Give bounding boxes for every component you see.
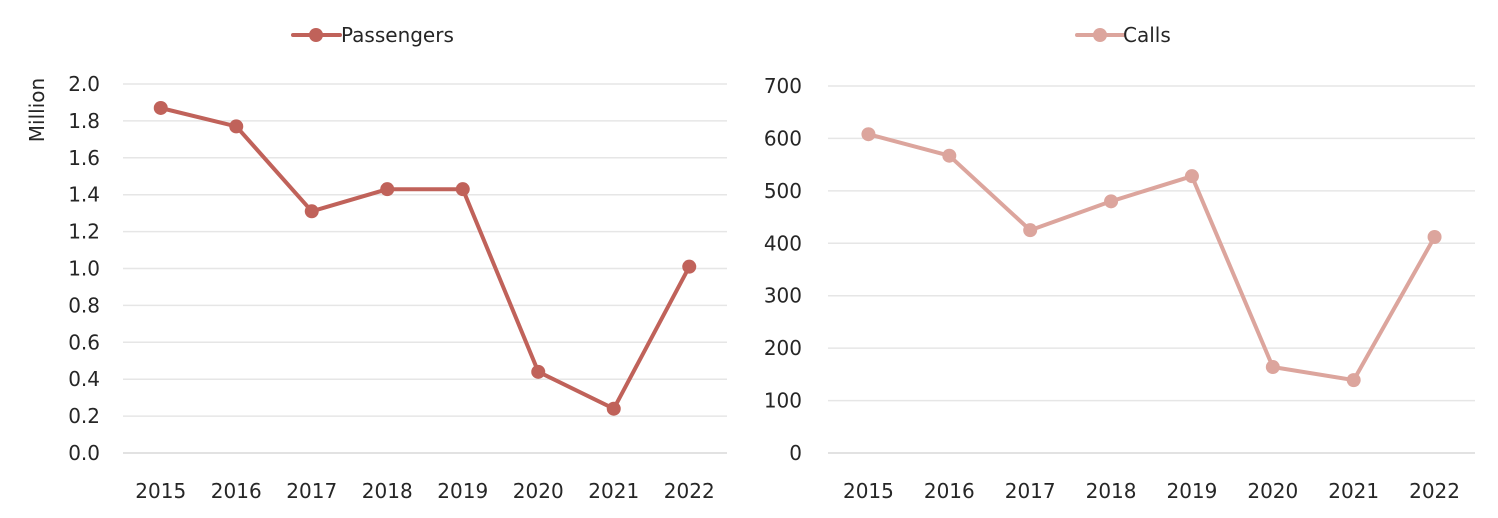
- calls-data-point: [1104, 194, 1119, 209]
- calls-x-tick-label: 2018: [1086, 479, 1137, 503]
- passengers-y-tick-label: 1.8: [68, 109, 100, 133]
- passengers-y-tick-label: 1.4: [68, 183, 100, 207]
- passengers-y-tick-label: 0.2: [68, 404, 100, 428]
- calls-y-tick-label: 300: [764, 284, 802, 308]
- calls-series-line: [866, 132, 1437, 383]
- calls-data-point: [1265, 360, 1280, 375]
- calls-data-point: [942, 148, 957, 163]
- passengers-y-axis-title: Million: [25, 78, 49, 142]
- calls-legend-label: Calls: [1123, 23, 1171, 47]
- calls-y-tick-label: 400: [764, 231, 802, 255]
- calls-x-tick-label: 2020: [1247, 479, 1298, 503]
- passengers-series-line: [158, 106, 692, 411]
- calls-y-tick-label: 600: [764, 126, 802, 150]
- calls-data-point: [1346, 373, 1361, 388]
- calls-y-tick-label: 0: [789, 441, 802, 465]
- calls-x-tick-label: 2022: [1409, 479, 1460, 503]
- calls-x-tick-label: 2019: [1166, 479, 1217, 503]
- passengers-legend: Passengers: [291, 23, 454, 47]
- passengers-legend-marker: [309, 28, 323, 42]
- calls-data-point: [1427, 229, 1442, 244]
- passengers-y-tick-label: 0.4: [68, 367, 100, 391]
- passengers-y-tick-label: 1.0: [68, 257, 100, 281]
- calls-y-tick-label: 500: [764, 179, 802, 203]
- calls-y-tick-label: 100: [764, 389, 802, 413]
- passengers-data-point: [304, 204, 319, 219]
- calls-legend-marker: [1093, 28, 1107, 42]
- passengers-data-point: [380, 182, 395, 197]
- calls-x-tick-label: 2016: [924, 479, 975, 503]
- calls-x-tick-label: 2021: [1328, 479, 1379, 503]
- passengers-x-tick-label: 2016: [211, 479, 262, 503]
- passengers-data-point: [606, 401, 621, 416]
- passengers-data-point: [682, 259, 697, 274]
- passengers-x-tick-label: 2019: [437, 479, 488, 503]
- passengers-y-tick-label: 0.6: [68, 330, 100, 354]
- passengers-x-tick-label: 2015: [135, 479, 186, 503]
- passengers-y-tick-label: 0.0: [68, 441, 100, 465]
- passengers-y-tick-label: 1.2: [68, 220, 100, 244]
- passengers-data-point: [229, 119, 244, 134]
- calls-chart: Calls 0 100 200 300 400 500 600 700 2015 2016 2017…: [764, 23, 1475, 503]
- passengers-y-tick-label: 1.6: [68, 146, 100, 170]
- calls-data-point: [1023, 223, 1038, 238]
- passengers-x-tick-label: 2018: [362, 479, 413, 503]
- passengers-data-point: [153, 100, 168, 115]
- calls-data-point: [1184, 169, 1199, 184]
- calls-y-tick-label: 700: [764, 74, 802, 98]
- passengers-chart: Passengers Million 0.0 0.2 0.4 0.6 0.8 1.0 1.2…: [25, 23, 727, 503]
- calls-legend: Calls: [1075, 23, 1171, 47]
- passengers-x-tick-label: 2021: [588, 479, 639, 503]
- passengers-y-tick-label: 0.8: [68, 293, 100, 317]
- passengers-data-point: [531, 364, 546, 379]
- calls-x-tick-label: 2015: [843, 479, 894, 503]
- calls-y-tick-label: 200: [764, 336, 802, 360]
- passengers-legend-label: Passengers: [341, 23, 454, 47]
- passengers-x-tick-label: 2020: [513, 479, 564, 503]
- calls-data-point: [861, 127, 876, 142]
- passengers-x-tick-label: 2017: [286, 479, 337, 503]
- passengers-y-tick-label: 2.0: [68, 72, 100, 96]
- calls-x-tick-label: 2017: [1005, 479, 1056, 503]
- passengers-x-tick-label: 2022: [664, 479, 715, 503]
- passengers-data-point: [455, 182, 470, 197]
